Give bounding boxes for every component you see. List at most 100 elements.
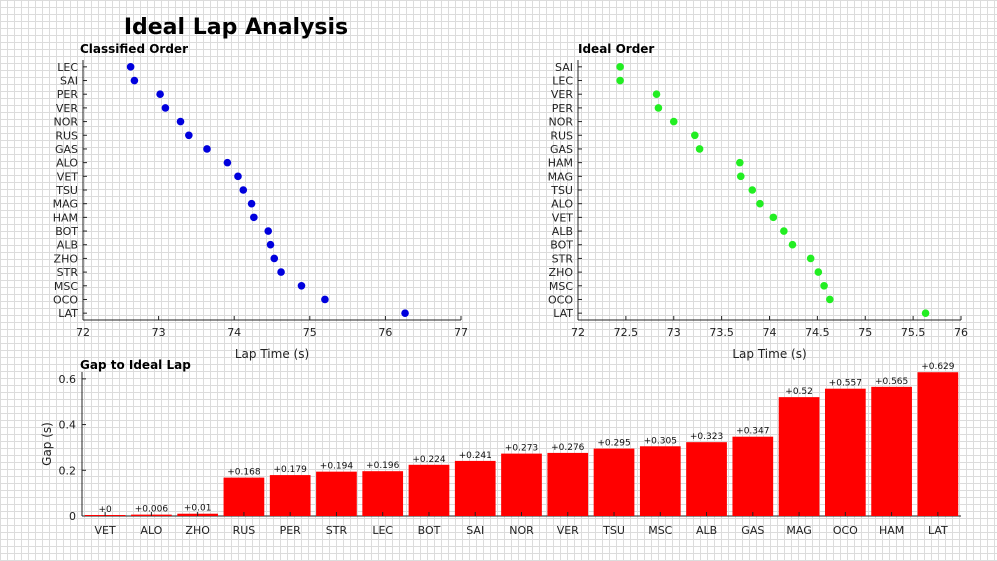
data-label: +0.241 bbox=[459, 451, 492, 461]
x-tick-label: TSU bbox=[602, 524, 625, 537]
data-point bbox=[264, 227, 273, 235]
data-label: +0.557 bbox=[829, 379, 862, 389]
x-tick-label: 77 bbox=[454, 326, 468, 339]
x-tick-label: LAT bbox=[928, 524, 948, 537]
y-axis-label: Gap (s) bbox=[40, 422, 54, 466]
bar bbox=[778, 397, 820, 516]
x-tick-label: 72.5 bbox=[614, 326, 639, 339]
y-tick-label: PER bbox=[57, 88, 79, 101]
bar bbox=[362, 471, 404, 516]
y-tick-label: 0.4 bbox=[59, 419, 77, 432]
data-point bbox=[691, 131, 699, 140]
y-tick-label: SAI bbox=[60, 75, 78, 88]
y-tick-label: 0.2 bbox=[59, 464, 77, 477]
chart-title: Classified Order bbox=[80, 42, 188, 56]
x-tick-label: 75 bbox=[303, 326, 317, 339]
data-point bbox=[126, 63, 135, 71]
data-point bbox=[203, 145, 211, 153]
y-tick-label: RUS bbox=[550, 129, 573, 142]
y-tick-label: OCO bbox=[53, 293, 78, 306]
x-tick-label: LEC bbox=[372, 524, 393, 537]
x-tick-label: STR bbox=[326, 524, 348, 537]
y-tick-label: ALB bbox=[57, 239, 78, 252]
data-point bbox=[185, 131, 193, 140]
data-point bbox=[921, 309, 930, 317]
bar bbox=[732, 436, 774, 516]
bar bbox=[593, 448, 635, 516]
data-label: +0.196 bbox=[366, 461, 400, 471]
data-label: +0.179 bbox=[274, 465, 308, 475]
y-tick-label: HAM bbox=[548, 157, 573, 170]
x-tick-label: 72 bbox=[571, 326, 585, 339]
data-label: +0.194 bbox=[320, 462, 354, 472]
bar bbox=[547, 452, 589, 516]
x-tick-label: PER bbox=[280, 524, 302, 537]
x-tick-label: 76 bbox=[378, 326, 392, 339]
data-point bbox=[234, 172, 242, 181]
data-point bbox=[788, 240, 797, 249]
y-tick-label: GAS bbox=[550, 143, 573, 156]
y-tick-label: ALO bbox=[56, 157, 78, 170]
data-point bbox=[297, 281, 306, 290]
data-point bbox=[161, 104, 170, 112]
data-label: +0.565 bbox=[875, 377, 908, 387]
y-tick-label: TSU bbox=[550, 184, 573, 197]
y-tick-label: ALB bbox=[552, 225, 573, 238]
x-tick-label: 72 bbox=[76, 326, 90, 339]
x-tick-label: OCO bbox=[833, 524, 858, 537]
data-label: +0.305 bbox=[644, 436, 677, 446]
data-point bbox=[270, 254, 279, 263]
y-tick-label: MAG bbox=[53, 198, 78, 211]
chart-title: Ideal Order bbox=[578, 42, 654, 56]
y-tick-label: MSC bbox=[54, 280, 78, 293]
y-tick-label: GAS bbox=[55, 143, 78, 156]
data-point bbox=[321, 295, 329, 304]
y-tick-label: VER bbox=[551, 88, 573, 101]
data-label: +0.629 bbox=[921, 362, 955, 372]
y-tick-label: PER bbox=[552, 102, 574, 115]
x-tick-label: GAS bbox=[741, 524, 764, 537]
figure-title: Ideal Lap Analysis bbox=[124, 15, 348, 40]
y-tick-label: MSC bbox=[549, 280, 573, 293]
data-point bbox=[239, 186, 248, 194]
x-tick-label: MSC bbox=[648, 524, 672, 537]
data-point bbox=[748, 186, 757, 194]
x-tick-label: ALO bbox=[140, 524, 162, 537]
y-tick-label: ZHO bbox=[549, 266, 574, 279]
gap-to-ideal-lap-chart: Gap to Ideal Lap 0 0.2 0.4 0.6 Gap (s) +0 VET +0… bbox=[40, 358, 961, 537]
data-label: +0.295 bbox=[597, 439, 630, 449]
y-tick-label: HAM bbox=[53, 211, 78, 224]
data-point bbox=[616, 76, 624, 85]
data-label: +0.273 bbox=[505, 444, 538, 454]
bar bbox=[316, 471, 357, 516]
y-tick-label: VET bbox=[552, 211, 573, 224]
x-tick-label: 73 bbox=[152, 326, 166, 339]
data-point bbox=[277, 268, 285, 276]
x-tick-label: 75 bbox=[858, 326, 872, 339]
y-tick-label: VER bbox=[56, 102, 78, 115]
data-label: +0.168 bbox=[227, 468, 261, 478]
y-tick-label: LEC bbox=[552, 75, 573, 88]
y-tick-label: 0 bbox=[69, 510, 76, 523]
x-tick-label: VET bbox=[95, 524, 116, 537]
y-tick-label: TSU bbox=[55, 184, 78, 197]
data-point bbox=[652, 90, 661, 99]
data-label: +0 bbox=[98, 505, 112, 515]
x-tick-label: ALB bbox=[696, 524, 717, 537]
x-tick-label: 76 bbox=[954, 326, 968, 339]
data-point bbox=[780, 227, 788, 235]
y-tick-label: SAI bbox=[555, 61, 573, 74]
data-point bbox=[266, 240, 275, 249]
data-point bbox=[769, 213, 778, 222]
x-tick-label: 74 bbox=[763, 326, 777, 339]
data-point bbox=[806, 254, 815, 263]
data-point bbox=[616, 63, 624, 71]
data-point bbox=[756, 199, 764, 208]
bar bbox=[824, 388, 866, 516]
y-tick-label: ALO bbox=[551, 198, 573, 211]
y-tick-label: 0.6 bbox=[59, 373, 77, 386]
y-tick-label: NOR bbox=[548, 116, 573, 129]
x-tick-label: NOR bbox=[509, 524, 534, 537]
bar bbox=[917, 372, 959, 516]
